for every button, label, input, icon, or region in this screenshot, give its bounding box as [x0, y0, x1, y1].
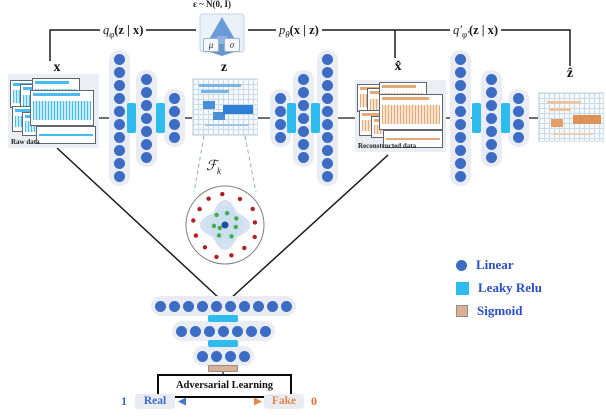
- latent-feature-mark: [551, 119, 563, 127]
- inlier-point: [214, 212, 219, 218]
- linear-swatch-icon: [456, 259, 467, 271]
- waveform: [39, 134, 93, 136]
- real-value-one: 1: [121, 394, 127, 408]
- legend-label: Sigmoid: [477, 303, 523, 318]
- outlier-point: [252, 234, 257, 240]
- outlier-point: [191, 218, 196, 223]
- outlier-point: [202, 245, 208, 250]
- inlier-point: [216, 233, 222, 238]
- inlier-point: [233, 224, 238, 230]
- signal-plot-thumbnail: [30, 90, 94, 126]
- feature-space-label: ℱk: [206, 159, 222, 176]
- inlier-point: [211, 223, 217, 229]
- signal-plot-thumbnail: [36, 126, 96, 144]
- latent-feature-mark: [201, 90, 229, 93]
- outlier-point: [193, 233, 199, 238]
- legend: Linear Leaky Relu Sigmoid: [456, 257, 542, 318]
- plot-title-bar: [15, 109, 40, 112]
- latent-feature-mark: [223, 105, 253, 114]
- label-x-hat: x̂: [394, 59, 402, 74]
- outlier-point: [237, 196, 243, 202]
- adversarial-learning-box: Adversarial Learning: [157, 374, 292, 398]
- sigma-box: σ: [224, 38, 240, 52]
- latent-feature-mark: [553, 133, 593, 135]
- fake-label: Fake: [264, 394, 304, 409]
- outlier-point: [252, 220, 258, 225]
- label-z-hat: ẑ: [566, 66, 574, 81]
- outlier-point: [242, 245, 247, 251]
- outlier-point: [197, 206, 202, 212]
- waveform: [386, 138, 440, 140]
- leaky-relu-swatch-icon: [456, 281, 469, 295]
- latent-z-hat-panel: [538, 92, 604, 142]
- latent-feature-mark: [205, 124, 249, 126]
- fake-value-zero: 0: [311, 394, 317, 408]
- inlier-point: [234, 216, 239, 221]
- formula-decoder-p: pθ(x | z): [276, 22, 322, 43]
- latent-feature-mark: [573, 115, 601, 124]
- outlier-point: [250, 206, 255, 212]
- reparameterization-cube: μ σ: [196, 10, 248, 58]
- outlier-point: [206, 196, 211, 201]
- legend-item-leaky-relu: Leaky Relu: [456, 280, 542, 295]
- latent-feature-mark: [549, 108, 571, 111]
- latent-z-panel: [192, 78, 258, 136]
- legend-item-sigmoid: Sigmoid: [456, 303, 542, 318]
- real-label: Real: [135, 394, 175, 409]
- latent-feature-mark: [199, 84, 241, 87]
- formula-encoder-q: qφ(z | x): [100, 22, 147, 43]
- plot-title-bar: [33, 93, 80, 96]
- feature-space-circle: [185, 185, 265, 265]
- legend-label: Linear: [476, 257, 514, 272]
- signal-plot-thumbnail: [383, 130, 443, 148]
- outlier-point: [229, 253, 234, 258]
- sigmoid-swatch-icon: [456, 305, 468, 317]
- mu-box: μ: [203, 38, 219, 52]
- waveform: [382, 104, 440, 125]
- reconstructed-data-panel: Reconstructed data: [355, 80, 446, 152]
- inlier-point: [217, 225, 222, 231]
- formula-second-encoder-q: q′φ′(z | x): [450, 22, 502, 43]
- legend-label: Leaky Relu: [478, 280, 542, 295]
- real-fake-arrow: [178, 397, 262, 406]
- latent-feature-mark: [547, 101, 581, 104]
- latent-feature-mark: [213, 112, 225, 120]
- plot-title-bar: [382, 85, 417, 88]
- label-z: z: [220, 60, 228, 75]
- inlier-point: [229, 234, 234, 239]
- plot-title-bar: [382, 97, 429, 100]
- reconstructed-data-caption: Reconstructed data: [358, 142, 417, 150]
- latent-feature-mark: [203, 101, 215, 109]
- signal-plot-thumbnail: [379, 94, 443, 130]
- label-x: x: [53, 60, 61, 75]
- plot-title-bar: [35, 81, 70, 84]
- legend-item-linear: Linear: [456, 257, 542, 272]
- inlier-point: [224, 211, 230, 216]
- raw-data-caption: Raw data: [11, 138, 40, 146]
- plot-title-bar: [362, 113, 387, 116]
- noise-distribution-label: ε ~ N(0, I): [190, 0, 235, 10]
- outlier-point: [214, 254, 219, 260]
- center-point: [221, 221, 229, 229]
- raw-data-panel: Raw data: [8, 74, 99, 148]
- outlier-point: [220, 191, 225, 197]
- waveform: [33, 100, 91, 121]
